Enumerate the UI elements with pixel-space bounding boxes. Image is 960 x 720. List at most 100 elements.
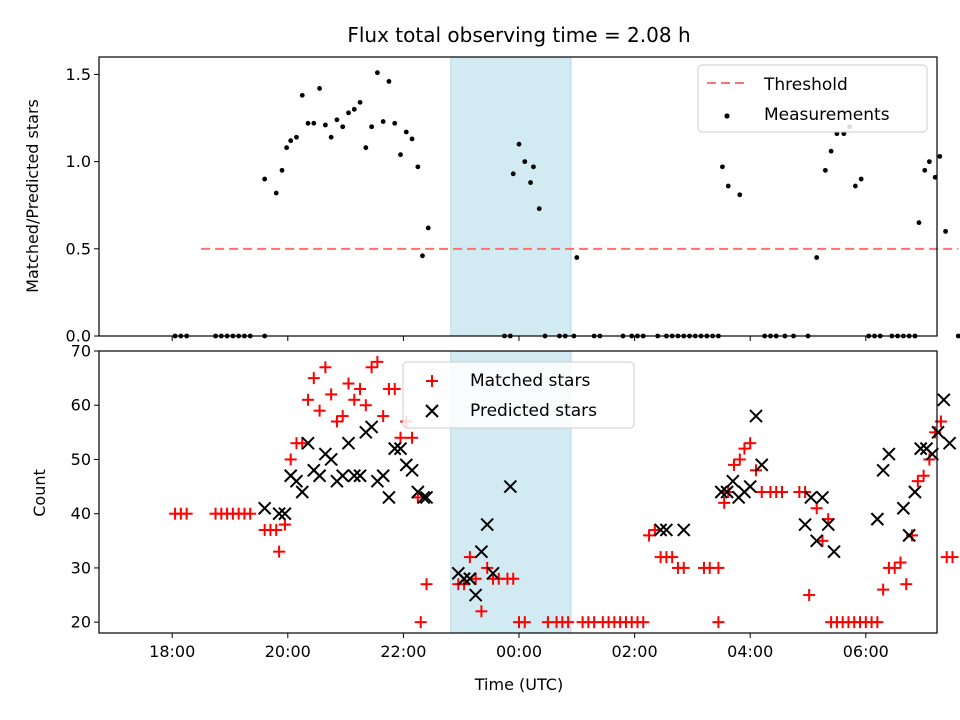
predicted-star-point-d2 bbox=[931, 425, 945, 440]
y-tick-label: 40 bbox=[71, 504, 91, 523]
predicted-star-point bbox=[364, 420, 379, 434]
predicted-star-point bbox=[301, 436, 315, 450]
measurement-point bbox=[955, 333, 960, 339]
predicted-star-point-d2 bbox=[388, 441, 402, 456]
y-tick-label: 1.0 bbox=[66, 152, 91, 171]
x-tick-label: 18:00 bbox=[149, 642, 195, 661]
measurement-point bbox=[334, 117, 340, 123]
measurement-point bbox=[317, 85, 322, 91]
matched-star-point bbox=[816, 534, 829, 547]
bottom-legend: Matched stars Predicted stars bbox=[402, 361, 635, 429]
matched-star-point bbox=[562, 616, 575, 629]
legend-threshold-label: Threshold bbox=[763, 75, 848, 95]
matched-star-point bbox=[406, 431, 419, 444]
matched-star-point bbox=[648, 523, 661, 536]
predicted-star-point bbox=[755, 458, 769, 472]
predicted-star-point-d2 bbox=[364, 420, 379, 434]
matched-star-point bbox=[377, 410, 390, 423]
matched-star-point bbox=[637, 616, 650, 629]
matched-star-point bbox=[712, 616, 725, 629]
predicted-star-point bbox=[749, 409, 763, 423]
measurement-point bbox=[311, 120, 317, 126]
predicted-star-point bbox=[353, 469, 367, 483]
y-tick-label: 20 bbox=[71, 613, 91, 632]
measurement-point bbox=[305, 120, 311, 126]
predicted-star-point-d2 bbox=[463, 572, 477, 586]
measurement-point bbox=[841, 131, 847, 137]
x-tick-label: 00:00 bbox=[496, 642, 542, 661]
predicted-star-point bbox=[937, 393, 951, 407]
legend-matched-label: Matched stars bbox=[470, 371, 590, 391]
predicted-star-point bbox=[896, 501, 911, 515]
predicted-star-point bbox=[743, 479, 757, 494]
y-tick-label: 60 bbox=[71, 396, 91, 415]
matched-star-point bbox=[302, 393, 315, 406]
predicted-star-point-d2 bbox=[749, 409, 763, 423]
predicted-star-point bbox=[942, 436, 957, 450]
measurement-point bbox=[273, 190, 279, 196]
predicted-star-point bbox=[827, 544, 841, 559]
predicted-star-point-d2 bbox=[353, 469, 367, 483]
predicted-star-point bbox=[815, 490, 830, 505]
measurement-point bbox=[409, 136, 415, 142]
predicted-star-point-d2 bbox=[821, 517, 835, 532]
matched-star-point bbox=[336, 410, 349, 423]
predicted-star-point bbox=[388, 441, 402, 456]
measurement-point bbox=[415, 164, 421, 170]
x-tick-label: 20:00 bbox=[265, 642, 311, 661]
predicted-star-point bbox=[503, 479, 518, 494]
matched-star-point bbox=[296, 437, 309, 450]
matched-star-point bbox=[877, 583, 890, 596]
legend-measurements-label: Measurements bbox=[764, 105, 890, 125]
predicted-star-point bbox=[295, 485, 309, 499]
measurement-point bbox=[720, 164, 725, 170]
top-y-axis-label: Matched/Predicted stars bbox=[23, 99, 42, 293]
measurement-point bbox=[294, 134, 299, 140]
measurement-point bbox=[386, 79, 392, 84]
measurement-point bbox=[284, 145, 290, 151]
predicted-star-point-d2 bbox=[720, 485, 734, 499]
measurement-point bbox=[852, 183, 858, 189]
predicted-star-point-d2 bbox=[457, 572, 471, 586]
predicted-star-point-d2 bbox=[405, 463, 419, 478]
measurement-point bbox=[392, 120, 398, 126]
matched-star-point bbox=[330, 415, 343, 428]
predicted-star-point bbox=[914, 441, 928, 456]
matched-star-point bbox=[244, 507, 257, 520]
predicted-star-point-d2 bbox=[474, 544, 489, 559]
measurement-point bbox=[932, 174, 938, 180]
matched-star-point bbox=[911, 475, 924, 488]
predicted-star-point-d2 bbox=[827, 544, 841, 559]
predicted-star-point bbox=[677, 523, 691, 537]
predicted-star-point bbox=[486, 566, 500, 581]
predicted-star-point-d2 bbox=[278, 506, 292, 521]
predicted-star-point bbox=[480, 517, 494, 532]
measurement-point bbox=[516, 141, 522, 147]
matched-star-point bbox=[810, 502, 823, 515]
bottom-y-axis-label: Count bbox=[30, 469, 49, 517]
matched-star-point bbox=[325, 388, 338, 401]
predicted-star-point bbox=[463, 572, 477, 586]
predicted-star-point bbox=[908, 485, 922, 499]
measurement-point bbox=[522, 159, 528, 165]
matched-star-point bbox=[666, 551, 679, 564]
measurement-point bbox=[262, 176, 268, 182]
predicted-star-points bbox=[257, 393, 957, 602]
measurement-point bbox=[420, 253, 425, 259]
predicted-star-point-d2 bbox=[804, 490, 818, 505]
predicted-star-point bbox=[405, 463, 419, 478]
predicted-star-point-d2 bbox=[925, 447, 939, 461]
predicted-star-point bbox=[457, 572, 471, 586]
matched-star-point bbox=[463, 551, 476, 564]
predicted-star-point-d2 bbox=[677, 523, 691, 537]
legend-predicted-label: Predicted stars bbox=[470, 401, 597, 421]
matched-star-point bbox=[469, 572, 482, 585]
matched-star-point bbox=[359, 399, 372, 412]
measurement-point bbox=[814, 255, 820, 260]
bottom-legend-box bbox=[402, 361, 635, 429]
predicted-star-point-d2 bbox=[908, 485, 922, 499]
predicted-star-point-d2 bbox=[815, 490, 830, 505]
measurement-point bbox=[380, 119, 386, 124]
x-tick-label: 02:00 bbox=[612, 642, 658, 661]
matched-star-point bbox=[718, 496, 731, 509]
